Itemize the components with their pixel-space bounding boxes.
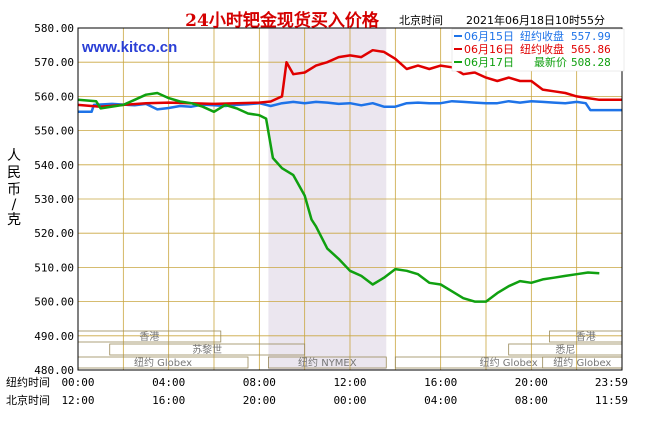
session-label: 纽约 NYMEX <box>298 356 357 369</box>
clock-label: 北京时间 <box>399 13 443 27</box>
legend-desc: 纽约收盘 <box>520 42 564 56</box>
y-tick-label: 490.00 <box>34 330 74 343</box>
timestamp: 2021年06月18日10时55分 <box>466 13 605 27</box>
price-lines <box>77 48 622 303</box>
session-label: 纽约 Globex <box>553 356 611 369</box>
legend-value: 565.86 <box>571 43 611 56</box>
y-label-char: 人 <box>7 148 21 164</box>
grid-lines <box>78 27 622 371</box>
legend-item-0617: 06月17日 最新价 508.28 <box>454 55 611 69</box>
y-tick-label: 500.00 <box>34 296 74 309</box>
x-tick-label: 08:00 <box>515 394 548 407</box>
x-tick-label: 00:00 <box>333 394 366 407</box>
ny-time-row-label: 纽约时间 <box>6 375 50 389</box>
y-tick-label: 580.00 <box>34 22 74 35</box>
legend-item-0616: 06月16日 纽约收盘 565.86 <box>454 42 611 56</box>
legend: 06月15日 纽约收盘 557.99 06月16日 纽约收盘 565.86 06… <box>451 28 625 72</box>
y-tick-label: 530.00 <box>34 193 74 206</box>
x-tick-label: 20:00 <box>515 376 548 389</box>
kitco-watermark: www.kitco.cn <box>81 39 177 56</box>
session-bar <box>267 356 387 369</box>
x-tick-label: 12:00 <box>333 376 366 389</box>
y-label-char: / <box>12 197 17 213</box>
series-line-06月17日 <box>77 91 600 303</box>
y-axis-ticks: 480.00 490.00 500.00 510.00 520.00 530.00 540.… <box>34 22 74 377</box>
legend-item-0615: 06月15日 纽约收盘 557.99 <box>454 29 611 43</box>
session-label: 纽约 Globex <box>134 356 192 369</box>
y-label-char: 民 <box>7 165 21 181</box>
x-tick-label: 00:00 <box>61 376 94 389</box>
y-tick-label: 540.00 <box>34 159 74 172</box>
y-tick-label: 560.00 <box>34 90 74 103</box>
legend-date: 06月15日 <box>464 30 514 43</box>
x-tick-label: 20:00 <box>243 394 276 407</box>
x-tick-label: 12:00 <box>61 394 94 407</box>
y-label-char: 币 <box>7 182 21 198</box>
session-bar <box>109 343 306 356</box>
legend-desc: 纽约收盘 <box>520 29 564 43</box>
session-label: 香港 <box>139 331 159 343</box>
y-label-char: 克 <box>7 212 21 228</box>
legend-value: 508.28 <box>571 56 611 69</box>
x-tick-label: 23:59 <box>595 376 628 389</box>
chart-title: 24小时钯金现货买入价格 <box>185 10 380 31</box>
session-label: 香港 <box>576 331 596 343</box>
legend-desc: 最新价 <box>534 55 567 69</box>
series-line-06月15日 <box>78 99 622 114</box>
y-tick-label: 550.00 <box>34 125 74 138</box>
legend-date: 06月16日 <box>464 43 514 56</box>
x-tick-label: 11:59 <box>595 394 628 407</box>
plot-frame <box>77 27 623 371</box>
y-tick-label: 570.00 <box>34 56 74 69</box>
y-tick-label: 510.00 <box>34 261 74 274</box>
x-tick-label: 04:00 <box>424 394 457 407</box>
y-tick-label: 520.00 <box>34 227 74 240</box>
series-line-06月16日 <box>77 48 622 108</box>
x-tick-label: 08:00 <box>243 376 276 389</box>
session-label: 纽约 Globex <box>480 356 538 369</box>
bj-time-row-label: 北京时间 <box>6 393 50 407</box>
x-tick-label: 16:00 <box>152 394 185 407</box>
session-label: 悉尼 <box>555 344 575 356</box>
session-label: 苏黎世 <box>192 343 222 356</box>
x-axis-ticks: 00:00 04:00 08:00 12:00 16:00 20:00 23:59 12:00… <box>61 376 628 407</box>
legend-value: 557.99 <box>571 30 611 43</box>
y-axis-label: 人 民 币 / 克 <box>7 148 21 228</box>
x-tick-label: 16:00 <box>424 376 457 389</box>
y-tick-label: 480.00 <box>34 364 74 377</box>
x-tick-label: 04:00 <box>152 376 185 389</box>
legend-date: 06月17日 <box>464 56 514 69</box>
